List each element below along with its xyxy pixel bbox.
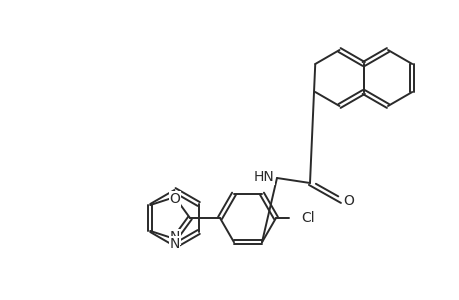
Text: O: O xyxy=(343,194,354,208)
Text: O: O xyxy=(169,192,180,206)
Text: HN: HN xyxy=(253,170,274,184)
Text: N: N xyxy=(169,230,179,244)
Text: Cl: Cl xyxy=(300,211,314,225)
Text: N: N xyxy=(169,237,179,251)
